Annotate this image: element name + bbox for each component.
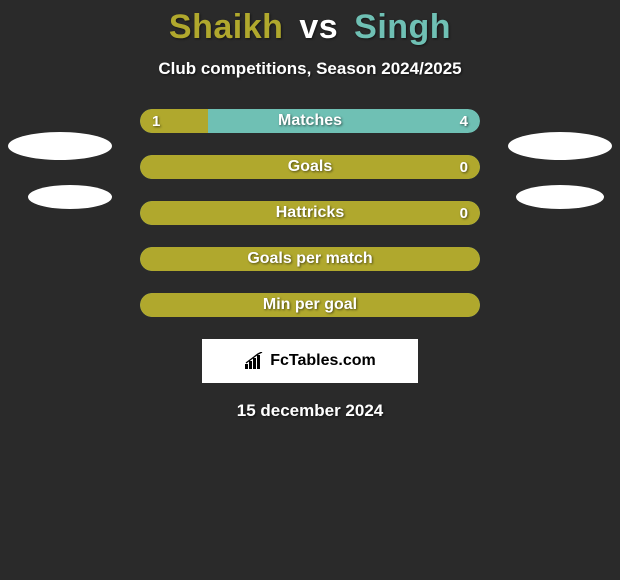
decor-oval-right-2 xyxy=(516,185,604,209)
stat-row: Goals per match xyxy=(140,247,480,271)
date-stamp: 15 december 2024 xyxy=(0,401,620,421)
stat-label: Goals xyxy=(140,155,480,179)
title-player1: Shaikh xyxy=(169,8,283,46)
stat-label: Min per goal xyxy=(140,293,480,317)
brand-badge: FcTables.com xyxy=(202,339,418,383)
stat-label: Goals per match xyxy=(140,247,480,271)
bars-icon xyxy=(244,352,266,370)
stat-value-right: 0 xyxy=(460,155,468,179)
brand-text: FcTables.com xyxy=(270,352,376,370)
decor-oval-left-2 xyxy=(28,185,112,209)
stat-label: Hattricks xyxy=(140,201,480,225)
stat-row: Matches1 4 xyxy=(140,109,480,133)
title-player2: Singh xyxy=(354,8,451,46)
decor-oval-left-1 xyxy=(8,132,112,160)
stat-value-right: 0 xyxy=(460,201,468,225)
stat-value-left: 1 xyxy=(152,109,160,133)
subtitle: Club competitions, Season 2024/2025 xyxy=(0,59,620,79)
title-vs: vs xyxy=(299,8,338,46)
stat-bars: Matches14Goals0Hattricks0Goals per match… xyxy=(140,109,480,317)
stat-row: Hattricks0 xyxy=(140,201,480,225)
page-title: Shaikh vs Singh xyxy=(0,0,620,47)
stat-value-right: 4 xyxy=(460,109,468,133)
stat-row: Min per goal xyxy=(140,293,480,317)
stat-label: Matches xyxy=(140,109,480,133)
stat-row: Goals0 xyxy=(140,155,480,179)
comparison-stage: Matches14Goals0Hattricks0Goals per match… xyxy=(0,109,620,317)
decor-oval-right-1 xyxy=(508,132,612,160)
